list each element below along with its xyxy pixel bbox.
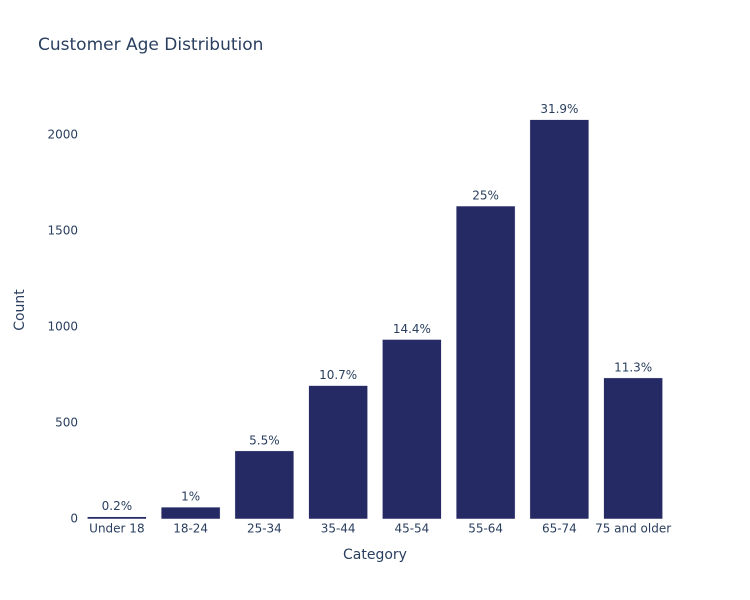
x-tick-label: 65-74: [542, 522, 577, 536]
data-label: 25%: [472, 189, 499, 203]
bar: [308, 385, 368, 520]
y-axis-title: Count: [12, 289, 28, 331]
data-label: 11.3%: [614, 360, 652, 374]
x-tick-label: 55-64: [468, 522, 503, 536]
data-label: 0.2%: [102, 499, 133, 513]
x-tick-label: 75 and older: [595, 522, 671, 536]
bar: [234, 450, 295, 520]
x-tick-label: 35-44: [321, 522, 356, 536]
x-tick-label: 25-34: [247, 522, 282, 536]
y-tick-label: 2000: [47, 127, 78, 141]
bar: [529, 119, 590, 520]
y-tick-label: 0: [70, 512, 78, 526]
x-tick-label: Under 18: [89, 522, 144, 536]
x-axis-title: Category: [343, 547, 407, 563]
bar: [87, 516, 147, 520]
y-tick-label: 1500: [47, 223, 78, 237]
y-tick-label: 500: [55, 415, 78, 429]
data-label: 1%: [181, 490, 200, 504]
data-label: 5.5%: [249, 433, 280, 447]
chart-title: Customer Age Distribution: [38, 35, 263, 55]
data-label: 31.9%: [540, 102, 578, 116]
data-label: 10.7%: [319, 368, 357, 382]
bar: [382, 339, 442, 520]
bar: [160, 506, 221, 520]
x-tick-label: 45-54: [394, 522, 429, 536]
y-tick-label: 1000: [47, 319, 78, 333]
data-label: 14.4%: [393, 322, 431, 336]
bar: [455, 205, 516, 520]
x-tick-label: 18-24: [173, 522, 208, 536]
bar: [603, 377, 663, 520]
